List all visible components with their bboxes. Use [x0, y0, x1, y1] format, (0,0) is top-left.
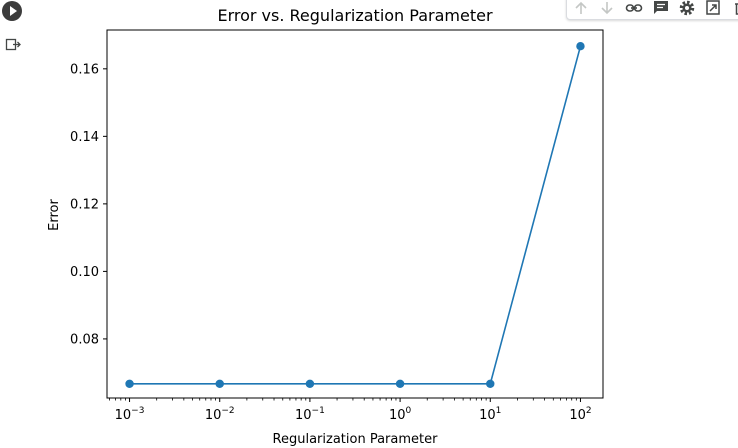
y-tick-label: 0.08	[70, 332, 99, 347]
run-cell-button[interactable]	[2, 1, 22, 21]
x-tick-label: 10−3	[115, 406, 145, 423]
y-tick-label: 0.12	[70, 197, 99, 212]
delete-icon[interactable]	[731, 0, 738, 17]
x-tick-label: 10−2	[205, 406, 235, 423]
data-point	[125, 379, 134, 389]
data-point	[305, 379, 315, 389]
arrow-down-icon[interactable]	[598, 0, 616, 17]
x-tick-label: 10−1	[295, 406, 325, 423]
data-point	[215, 379, 224, 389]
cell-toolbar	[566, 0, 738, 20]
mirror-cell-icon[interactable]	[705, 0, 723, 17]
chart-title: Error vs. Regularization Parameter	[217, 6, 492, 25]
y-axis-label: Error	[47, 199, 62, 231]
x-axis-label: Regularization Parameter	[273, 432, 439, 447]
arrow-up-icon[interactable]	[572, 0, 590, 17]
y-tick-label: 0.16	[70, 62, 99, 77]
x-tick-label: 100	[389, 406, 412, 423]
y-tick-label: 0.14	[70, 130, 99, 145]
data-point	[576, 42, 585, 51]
plot-frame	[106, 29, 604, 399]
chart-marks	[125, 42, 585, 389]
chart-axes: 0.08 0.10 0.12 0.14 0.16 10−3 10−2 10−1 100 101 10…	[70, 29, 604, 423]
data-point	[486, 379, 495, 389]
x-tick-label: 101	[479, 406, 501, 423]
data-point	[395, 379, 405, 389]
series-line	[129, 45, 582, 385]
output-menu-icon[interactable]	[5, 37, 21, 53]
x-tick-label: 102	[569, 406, 591, 423]
y-tick-label: 0.10	[70, 265, 99, 280]
link-icon[interactable]	[625, 0, 643, 17]
comment-icon[interactable]	[652, 0, 670, 17]
gear-icon[interactable]	[678, 0, 696, 17]
